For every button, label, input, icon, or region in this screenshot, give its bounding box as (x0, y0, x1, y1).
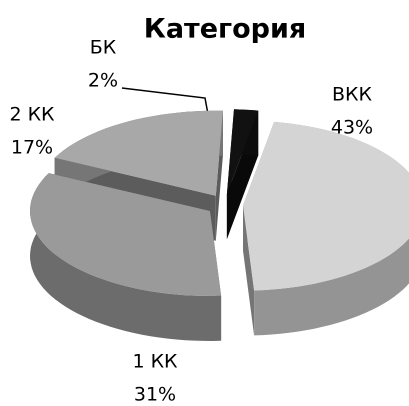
chart-title: Категория (144, 14, 307, 45)
slice (226, 109, 259, 195)
slice (54, 110, 223, 196)
value-label: 43% (331, 117, 373, 139)
slice-label: ВКК (332, 84, 373, 106)
slice-label: БК (90, 37, 117, 59)
slice-side (243, 205, 255, 336)
slice-wall (30, 173, 222, 341)
value-label: 31% (134, 384, 176, 406)
slice-label: 2 КК (9, 104, 55, 126)
slice (243, 121, 409, 291)
value-label: 17% (11, 137, 53, 159)
value-label: 2% (88, 70, 118, 92)
slice-label: 1 КК (132, 351, 178, 373)
slice (30, 173, 222, 296)
